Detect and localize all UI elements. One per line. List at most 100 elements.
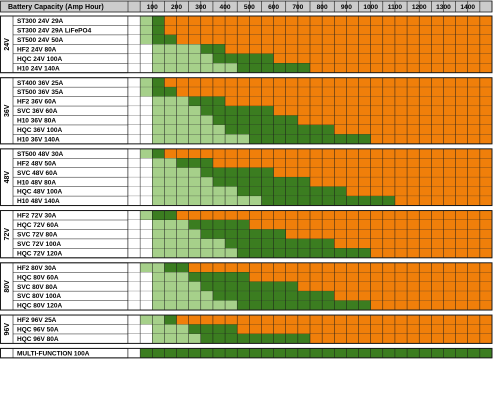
group-outline	[0, 15, 493, 74]
compat-cell	[237, 248, 371, 258]
compat-cell	[152, 16, 165, 26]
compat-cell	[334, 124, 492, 135]
compat-cell	[128, 87, 141, 97]
compat-cell	[200, 333, 310, 344]
row-label: ST500 48V 30A	[17, 151, 64, 158]
compat-cell	[164, 315, 177, 325]
row-label: HF2 96V 25A	[17, 317, 57, 324]
x-tick-label: 100	[147, 4, 158, 11]
compat-cell	[188, 272, 250, 282]
compat-cell	[140, 210, 153, 220]
compat-cell	[237, 324, 492, 334]
voltage-group-label: 24V	[4, 38, 11, 51]
compat-cell	[152, 25, 165, 35]
row-label: SVC 80V 80A	[17, 284, 58, 291]
compat-cell	[140, 77, 153, 88]
row-label: HF2 80V 30A	[17, 265, 57, 272]
group-outline	[0, 314, 493, 344]
x-tick-label: 1400	[460, 4, 475, 11]
compat-cell	[128, 348, 141, 358]
compat-cell	[140, 34, 153, 45]
compat-cell	[152, 220, 189, 230]
compat-cell	[188, 220, 250, 230]
compat-cell	[310, 333, 492, 344]
x-tick-label: 1300	[436, 4, 451, 11]
x-tick-label: 800	[317, 4, 328, 11]
compat-cell	[310, 177, 492, 187]
row-label: SVC 36V 60A	[17, 108, 58, 115]
row-label: ST500 24V 50A	[17, 37, 64, 44]
row-label: H10 36V 80A	[17, 118, 56, 125]
compat-cell	[164, 16, 492, 26]
row-label: HQC 24V 100A	[17, 56, 62, 63]
compat-cell	[128, 16, 141, 26]
voltage-group-label: 48V	[4, 171, 11, 184]
row-label: ST400 36V 25A	[17, 80, 64, 87]
compat-cell	[152, 196, 262, 206]
row-label: H10 48V 80A	[17, 179, 56, 186]
row-label: MULTI-FUNCTION 100A	[17, 350, 90, 357]
x-tick-label: 1000	[363, 4, 378, 11]
compat-cell	[128, 315, 141, 325]
compat-cell	[128, 34, 141, 45]
row-label: HF2 48V 50A	[17, 160, 57, 167]
compat-cell	[164, 25, 492, 35]
group-outline	[0, 77, 493, 145]
compat-cell	[334, 291, 492, 301]
compat-cell	[164, 148, 492, 159]
row-label: HQC 72V 60A	[17, 222, 59, 229]
x-tick-label: 600	[268, 4, 279, 11]
row-label: H10 36V 140A	[17, 136, 60, 143]
compat-cell	[140, 16, 153, 26]
compat-cell	[188, 262, 492, 273]
compat-cell	[140, 348, 492, 358]
row-label: HQC 72V 120A	[17, 250, 62, 257]
row-label: HQC 80V 120A	[17, 303, 62, 310]
row-label: SVC 72V 80A	[17, 232, 58, 239]
compat-cell	[285, 229, 492, 239]
x-tick-label: 1100	[388, 4, 403, 11]
row-label: HQC 36V 100A	[17, 127, 62, 134]
row-label: ST300 24V 29A	[17, 18, 64, 25]
row-label: HF2 36V 60A	[17, 99, 57, 106]
compat-cell	[188, 96, 226, 107]
group-outline	[0, 262, 493, 311]
row-label: H10 48V 140A	[17, 198, 60, 205]
x-tick-label: 300	[195, 4, 206, 11]
row-label: ST300 24V 29A LiFePO4	[17, 28, 92, 35]
compat-cell	[128, 25, 141, 35]
x-tick-label: 400	[220, 4, 231, 11]
compat-cell	[128, 262, 141, 273]
row-label: H10 24V 140A	[17, 65, 60, 72]
compat-cell	[310, 63, 492, 73]
row-label: HQC 48V 100A	[17, 189, 62, 196]
compat-cell	[152, 177, 213, 187]
compat-cell	[152, 186, 238, 197]
compat-cell	[212, 158, 492, 168]
compat-cell	[140, 25, 153, 35]
compat-cell	[152, 96, 189, 107]
compat-cell	[237, 300, 371, 311]
header-title: Battery Capacity (Amp Hour)	[8, 4, 104, 11]
row-label: HF2 72V 30A	[17, 213, 57, 220]
compat-cell	[261, 196, 395, 206]
x-tick-label: 900	[341, 4, 352, 11]
voltage-group-label: 72V	[4, 228, 11, 241]
row-label: HQC 96V 50A	[17, 327, 59, 334]
compat-cell	[152, 300, 238, 311]
compat-cell	[128, 210, 141, 220]
compat-cell	[225, 238, 335, 249]
compat-cell	[152, 115, 213, 125]
row-label: SVC 48V 60A	[17, 170, 58, 177]
group-label-panel	[0, 210, 129, 259]
compat-cell	[152, 77, 165, 88]
group-outline	[0, 148, 493, 207]
compat-cell	[212, 115, 298, 125]
compat-cell	[237, 186, 347, 197]
compat-cell	[225, 124, 335, 135]
row-label: ST500 36V 35A	[17, 89, 64, 96]
compat-cell	[152, 53, 213, 64]
row-label: SVC 80V 100A	[17, 293, 61, 300]
group-outline	[0, 347, 493, 359]
